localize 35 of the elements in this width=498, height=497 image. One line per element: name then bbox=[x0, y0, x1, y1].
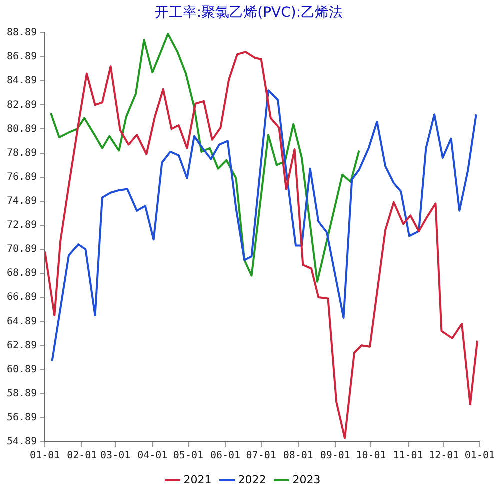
legend-label: 2022 bbox=[238, 473, 266, 486]
x-tick-label: 07-01 bbox=[246, 450, 276, 462]
y-tick-label: 88.89 bbox=[6, 28, 38, 39]
y-tick-label: 68.89 bbox=[6, 268, 38, 280]
y-tick-label: 70.89 bbox=[6, 244, 38, 256]
x-tick-label: 05-01 bbox=[173, 450, 204, 462]
y-tick-label: 86.89 bbox=[6, 52, 38, 63]
y-tick-label: 84.89 bbox=[6, 76, 38, 87]
y-tick-label: 82.89 bbox=[6, 100, 38, 111]
y-tick-label: 78.89 bbox=[6, 148, 38, 159]
chart-title: 开工率:聚氯乙烯(PVC):乙烯法 bbox=[154, 4, 344, 22]
x-tick-label: 09-01 bbox=[320, 450, 350, 462]
x-tick-label: 04-01 bbox=[138, 450, 168, 462]
x-tick-label: 12-01 bbox=[429, 450, 460, 462]
y-tick-label: 58.89 bbox=[6, 388, 38, 400]
x-tick-label: 10-01 bbox=[356, 450, 386, 462]
y-tick-label: 72.89 bbox=[6, 220, 38, 232]
x-tick-label: 01-01 bbox=[464, 450, 496, 462]
y-tick-label: 54.89 bbox=[6, 436, 38, 448]
x-tick-label: 08-01 bbox=[283, 450, 314, 462]
y-tick-label: 76.89 bbox=[6, 172, 38, 183]
y-tick-label: 80.89 bbox=[6, 124, 38, 135]
x-tick-label: 01-01 bbox=[30, 450, 60, 462]
y-tick-label: 66.89 bbox=[6, 292, 38, 304]
y-tick-label: 74.89 bbox=[6, 196, 38, 208]
legend-label: 2021 bbox=[184, 473, 212, 486]
x-tick-label: 06-01 bbox=[210, 450, 241, 462]
x-tick-label: 02-01 bbox=[67, 450, 98, 462]
x-tick-label: 11-01 bbox=[393, 450, 424, 462]
x-tick-label: 03-01 bbox=[100, 450, 131, 462]
legend-label: 2023 bbox=[292, 473, 321, 486]
y-tick-label: 62.89 bbox=[6, 340, 38, 352]
y-tick-label: 56.89 bbox=[6, 412, 38, 424]
y-tick-label: 60.89 bbox=[6, 364, 38, 376]
y-tick-label: 64.89 bbox=[6, 316, 38, 328]
